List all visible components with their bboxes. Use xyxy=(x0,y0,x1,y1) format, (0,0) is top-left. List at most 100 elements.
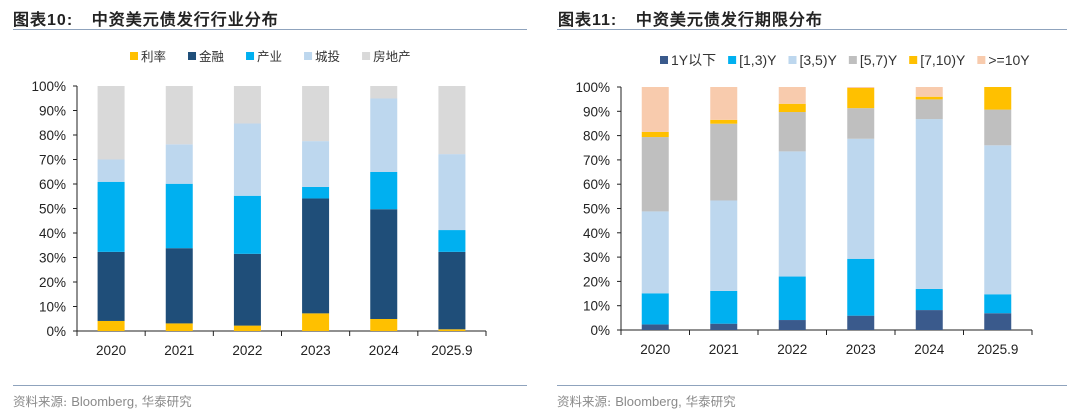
y-tick-label: 20% xyxy=(39,275,66,290)
bar-segment xyxy=(847,138,875,259)
source-note: 资料来源: Bloomberg, 华泰研究 xyxy=(557,391,736,410)
y-tick-label: 90% xyxy=(583,104,610,119)
source-huatai: 华泰研究 xyxy=(141,394,192,409)
title-divider xyxy=(557,29,1067,30)
bar-segment xyxy=(233,86,261,124)
y-tick-label: 40% xyxy=(39,226,66,241)
x-tick-label: 2025.9 xyxy=(977,342,1018,357)
bar-segment xyxy=(302,198,330,314)
bar-segment xyxy=(641,137,669,212)
y-tick-label: 80% xyxy=(39,128,66,143)
bar-segment xyxy=(97,181,125,252)
y-tick-label: 60% xyxy=(39,177,66,192)
bar-segment xyxy=(233,253,261,326)
legend-label: 房地产 xyxy=(373,49,411,64)
bar-segment xyxy=(233,325,261,331)
y-tick-label: 0% xyxy=(590,323,610,338)
bar-segment xyxy=(97,251,125,321)
chart-panel-maturity: 图表11: 中资美元债发行期限分布 0% 10% 20% 30% 40% 50% 60% 70… xyxy=(540,0,1080,409)
y-tick-label: 10% xyxy=(583,299,610,314)
source-note: 资料来源: Bloomberg, 华泰研究 xyxy=(13,391,192,410)
x-tick-label: 2023 xyxy=(301,343,331,358)
bar-segment xyxy=(778,87,806,104)
y-tick-label: 80% xyxy=(583,129,610,144)
bar-segment xyxy=(438,154,466,231)
bar-segment xyxy=(847,315,875,330)
legend-item: 城投 xyxy=(304,49,340,64)
bar-segment xyxy=(233,195,261,254)
bar-segment xyxy=(438,251,466,330)
bar-segment xyxy=(165,86,193,145)
y-tick-label: 70% xyxy=(39,153,66,168)
y-tick-label: 0% xyxy=(46,324,66,339)
bar-segment xyxy=(302,313,330,331)
legend-item: 利率 xyxy=(130,49,166,64)
chart-panel-industry: 图表10: 中资美元债发行行业分布 0% 10% 20% 30% 40% 50% 60% 70… xyxy=(0,0,540,409)
legend-swatch xyxy=(130,52,138,60)
legend-swatch xyxy=(848,56,857,64)
bar-segment xyxy=(641,211,669,294)
title-text: 中资美元债发行期限分布 xyxy=(635,10,823,29)
legend-label: 1Y以下 xyxy=(671,52,716,68)
bar-segment xyxy=(370,171,398,210)
legend-item: [5,7)Y xyxy=(848,52,898,68)
bar-segment xyxy=(165,248,193,324)
bar-segment xyxy=(847,87,875,109)
bar-segment xyxy=(710,123,738,201)
bar-segment xyxy=(641,324,669,330)
bar-segment xyxy=(984,145,1012,295)
y-tick-label: 20% xyxy=(583,274,610,289)
legend-item: >=10Y xyxy=(977,52,1030,68)
bar-segment xyxy=(984,109,1012,146)
stacked-bar-chart-maturity: 0% 10% 20% 30% 40% 50% 60% 70% 80% 90% 100% 2020 202… xyxy=(575,52,1033,357)
bar-segment xyxy=(915,99,943,120)
bar-segment xyxy=(370,98,398,172)
legend-item: 金融 xyxy=(188,49,225,64)
x-tick-label: 2023 xyxy=(846,342,876,357)
legend-swatch xyxy=(728,56,737,64)
legend-swatch xyxy=(977,56,986,64)
title-divider xyxy=(13,29,527,30)
legend-swatch xyxy=(788,56,797,64)
bar-segment xyxy=(778,103,806,113)
footer-divider xyxy=(13,385,527,386)
bar-segment xyxy=(710,290,738,324)
title-prefix: 图表 xyxy=(13,10,48,29)
x-tick-label: 2024 xyxy=(369,343,400,358)
bar-segment xyxy=(847,108,875,139)
legend-label: 产业 xyxy=(257,49,282,64)
bar-segment xyxy=(165,144,193,184)
x-tick-label: 2020 xyxy=(96,343,126,358)
title-text: 中资美元债发行行业分布 xyxy=(91,10,279,29)
source-prefix: 资料来源: xyxy=(13,394,68,409)
y-tick-label: 50% xyxy=(39,202,66,217)
bar-segment xyxy=(847,258,875,316)
x-tick-label: 2022 xyxy=(232,343,262,358)
legend-item: 房地产 xyxy=(362,49,411,64)
legend-swatch xyxy=(188,52,197,60)
y-tick-label: 40% xyxy=(583,226,610,241)
bar-segment xyxy=(984,294,1012,314)
bar-segment xyxy=(370,86,398,99)
legend-swatch xyxy=(304,52,313,60)
bar-segment xyxy=(97,86,125,160)
bar-segment xyxy=(97,320,125,331)
legend-label: [3,5)Y xyxy=(799,52,837,68)
chart-title: 图表10: 中资美元债发行行业分布 xyxy=(13,6,279,30)
y-tick-label: 60% xyxy=(583,177,610,192)
bar-segment xyxy=(984,313,1012,330)
chart-title: 图表11: 中资美元债发行期限分布 xyxy=(558,6,823,30)
y-tick-label: 90% xyxy=(39,104,66,119)
x-tick-label: 2020 xyxy=(640,342,670,357)
y-tick-label: 70% xyxy=(583,153,610,168)
bar-segment xyxy=(915,87,943,97)
bar-segment xyxy=(778,276,806,321)
bar-segment xyxy=(302,86,330,142)
legend-swatch xyxy=(660,56,668,64)
source-bloomberg: Bloomberg, xyxy=(71,394,138,409)
legend-label: 金融 xyxy=(199,49,225,64)
bar-segment xyxy=(438,86,466,155)
bar-segment xyxy=(915,96,943,100)
footer-divider xyxy=(557,385,1067,386)
bar-segment xyxy=(778,112,806,152)
